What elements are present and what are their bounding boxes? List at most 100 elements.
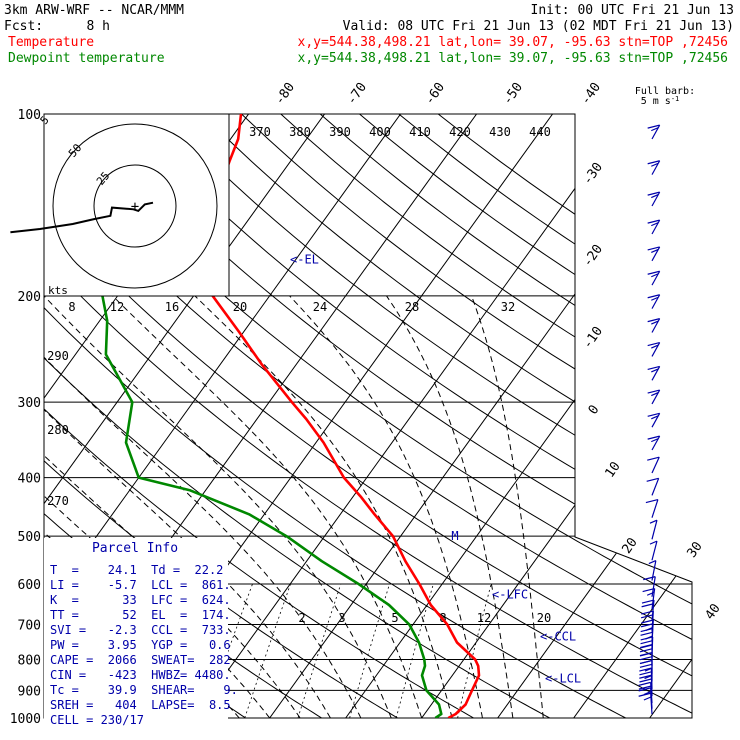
barb-flag [651, 296, 659, 301]
barb-flag [647, 318, 660, 323]
barb-shaft [651, 435, 661, 451]
wind-barb [647, 294, 661, 309]
parcel-info-row: SVI = -2.3 CCL = 733. [50, 623, 231, 637]
wind-barb [647, 435, 661, 451]
theta-tick-label: 430 [489, 125, 511, 139]
barb-shaft [651, 520, 658, 540]
parcel-500-marker: M [451, 529, 458, 543]
wind-barb [646, 477, 660, 496]
isotherm-tick-label: 10 [602, 459, 623, 480]
pressure-tick-label: 200 [18, 290, 41, 305]
theta-tick-label: 380 [289, 125, 311, 139]
barb-flag [649, 519, 658, 524]
dry-adiabat-line [123, 114, 692, 718]
valid-time: Valid: 08 UTC Fri 21 Jun 13 (02 MDT Fri … [343, 19, 734, 34]
wind-barb [649, 540, 658, 561]
wind-barb [647, 124, 661, 140]
isotherm-tick-label: -20 [580, 242, 606, 270]
barb-flag [639, 667, 652, 672]
pressure-tick-label: 800 [18, 653, 41, 668]
theta-tick-label: 370 [249, 125, 271, 139]
dry-adiabat-line [44, 114, 692, 718]
barb-flag [647, 160, 660, 165]
dry-adiabat-line [437, 114, 692, 718]
mixing-ratio-tick-label: 20 [537, 611, 551, 625]
theta-tick-label: 410 [409, 125, 431, 139]
wind-barb [647, 246, 661, 262]
parcel-info-title: Parcel Info [92, 541, 178, 556]
parcel-info-row: TT = 52 EL = 174. [50, 608, 231, 622]
level-marker-label: <-EL [290, 252, 319, 266]
wind-barbs [638, 124, 661, 715]
parcel-info-row: CIN = -423 HWBZ= 4480. [50, 668, 231, 682]
fcst-label: Fcst: [4, 19, 43, 34]
hodograph-center-mark: + [131, 199, 139, 215]
barb-flag [646, 591, 655, 596]
wind-barb [647, 160, 661, 175]
isotherm-line [336, 114, 692, 718]
theta-tick-label: 440 [529, 125, 551, 139]
barb-shaft [651, 540, 658, 561]
barb-flag [641, 619, 654, 624]
theta-e-tick-label: 28 [405, 300, 419, 314]
isotherm-tick-label: -70 [344, 80, 370, 108]
barb-flag [640, 640, 653, 645]
barb-legend-value: 5 m s-1 [641, 95, 680, 107]
pressure-tick-label: 600 [18, 578, 41, 593]
barb-shaft [651, 191, 661, 207]
hodograph-ring-25 [93, 164, 177, 248]
barb-flag [651, 415, 659, 420]
isotherm-tick-label: 20 [619, 535, 640, 556]
isotherm-line [44, 114, 345, 718]
barb-flag [647, 435, 660, 440]
barb-shaft [651, 599, 655, 621]
dewpoint-legend-name: Dewpoint temperature [8, 51, 165, 66]
barb-flag [648, 560, 657, 565]
barb-flag [639, 644, 653, 649]
barb-flag [651, 391, 659, 397]
mixing-ratio-tick-label: 5 [391, 611, 398, 625]
barb-flag [651, 368, 659, 373]
isotherm-line [412, 114, 692, 718]
barb-flag [646, 477, 659, 482]
isotherm-line [640, 114, 692, 718]
isotherm-tick-label: 0 [586, 402, 603, 417]
barb-flag [639, 659, 653, 665]
wind-barb [647, 365, 661, 381]
wind-barb [645, 498, 659, 518]
barb-flag [639, 678, 652, 683]
barb-shaft [651, 478, 660, 496]
isotherm-tick-label: 40 [702, 601, 723, 622]
wind-barb [647, 389, 661, 405]
barb-flag [639, 663, 653, 668]
dry-adiabat-line [162, 114, 692, 718]
pressure-tick-label: 900 [18, 684, 41, 699]
barb-flag [638, 685, 652, 690]
wind-barb [647, 219, 661, 235]
pressure-tick-label: 700 [18, 618, 41, 633]
isotherm-tick-label: 30 [684, 539, 705, 560]
isotherm-tick-label: -10 [580, 324, 606, 352]
barb-legend: Full barb: 5 m s-1 [635, 86, 695, 107]
theta-tick-label: 390 [329, 125, 351, 139]
pressure-tick-label: 500 [18, 530, 41, 545]
isotherm-tick-label: -50 [500, 80, 526, 108]
theta-e-tick-label: 12 [110, 300, 124, 314]
barb-shaft [651, 219, 661, 235]
parcel-info-row: LI = -5.7 LCL = 861. [50, 578, 231, 592]
barb-flag [647, 456, 660, 461]
hodograph-frame [43, 113, 230, 297]
init-time: Init: 00 UTC Fri 21 Jun 13 [531, 3, 735, 18]
dry-adiabat-line [44, 114, 474, 718]
barb-flag [645, 498, 659, 504]
parcel-info-frame [44, 538, 228, 724]
barb-flag [639, 652, 653, 657]
barb-flag [641, 599, 655, 604]
theta-e-tick-label: 16 [165, 300, 179, 314]
parcel-info-row: PW = 3.95 YGP = 0.6 [50, 638, 231, 652]
theta-tick-label: 400 [369, 125, 391, 139]
wind-barb [638, 692, 653, 715]
parcel-info: Parcel Info T = 24.1 Td = 22.2LI = -5.7 … [44, 538, 238, 727]
